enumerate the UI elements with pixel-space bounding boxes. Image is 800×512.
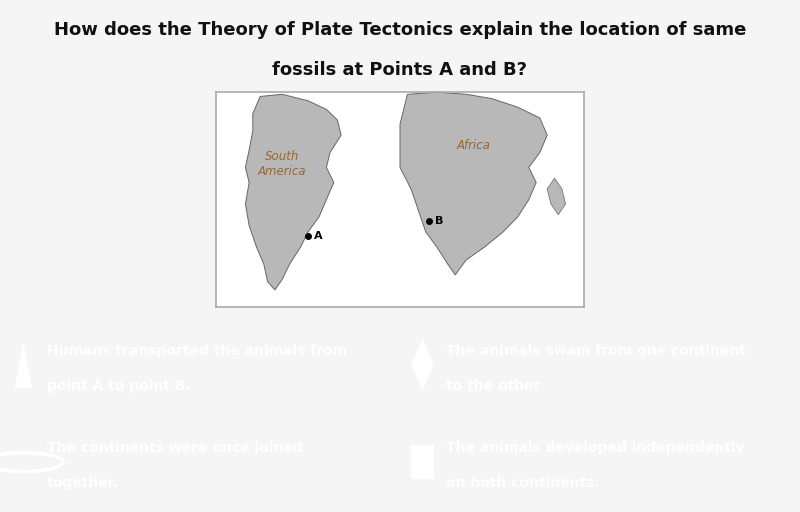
Bar bbox=[411, 445, 434, 479]
Text: point A to point B.: point A to point B. bbox=[47, 379, 190, 393]
Text: Africa: Africa bbox=[457, 139, 490, 153]
Text: The continents were once joined: The continents were once joined bbox=[47, 441, 303, 455]
Polygon shape bbox=[400, 92, 547, 275]
Text: The animals swam from one continent: The animals swam from one continent bbox=[446, 344, 746, 357]
Text: South: South bbox=[265, 150, 299, 163]
Polygon shape bbox=[14, 341, 32, 389]
Text: to the other: to the other bbox=[446, 379, 541, 393]
Text: fossils at Points A and B?: fossils at Points A and B? bbox=[273, 60, 527, 79]
Text: together.: together. bbox=[47, 476, 119, 490]
Text: on both continents.: on both continents. bbox=[446, 476, 600, 490]
Text: The animals developed independently: The animals developed independently bbox=[446, 441, 745, 455]
Polygon shape bbox=[547, 178, 566, 215]
Text: A: A bbox=[314, 231, 322, 241]
Text: America: America bbox=[258, 165, 306, 178]
Polygon shape bbox=[411, 338, 434, 391]
Polygon shape bbox=[246, 94, 341, 290]
Text: Humans transported the animals from: Humans transported the animals from bbox=[47, 344, 347, 357]
Text: How does the Theory of Plate Tectonics explain the location of same: How does the Theory of Plate Tectonics e… bbox=[54, 22, 746, 39]
Text: B: B bbox=[435, 216, 443, 226]
